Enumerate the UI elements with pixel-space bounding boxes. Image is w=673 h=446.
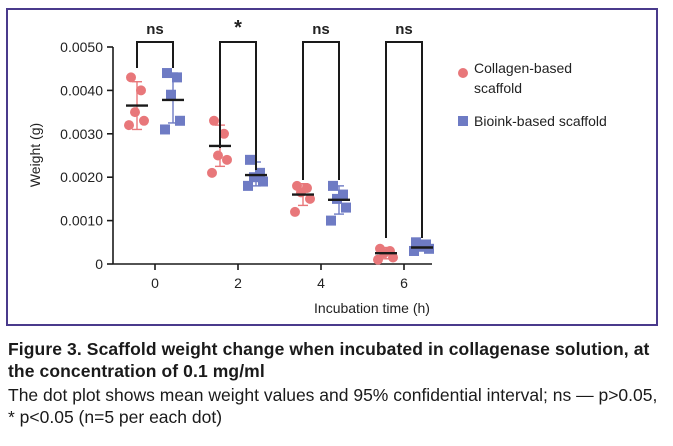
axes: 0 0.0010 0.0020 0.0030 0.0040 0.0050 0 2 4 6 Incub…	[27, 39, 432, 316]
data-point	[296, 187, 306, 198]
data-point	[126, 72, 136, 83]
data-point	[222, 154, 232, 165]
significance-bracket	[302, 41, 340, 180]
legend-label-bioink: Bioink-based scaffold	[474, 113, 607, 129]
legend-label-line: scaffold	[474, 80, 522, 96]
legend-label-line: Collagen-based	[474, 60, 572, 76]
data-point	[341, 202, 351, 213]
y-tick-label: 0.0010	[60, 213, 103, 229]
data-point	[258, 176, 268, 187]
data-point	[249, 172, 259, 183]
legend-label-collagen: Collagen-based scaffold	[474, 60, 572, 96]
data-point	[409, 245, 419, 256]
y-axis-title: Weight (g)	[27, 123, 43, 187]
x-axis-title: Incubation time (h)	[314, 300, 430, 316]
significance-label: ns	[312, 21, 330, 38]
data-point	[338, 189, 348, 200]
data-point	[139, 115, 149, 126]
legend: Collagen-based scaffold Bioink-based scaff…	[458, 60, 607, 129]
data-point	[219, 128, 229, 139]
data-point	[305, 193, 315, 204]
y-tick-label: 0.0030	[60, 126, 103, 142]
significance-label: ns	[146, 21, 164, 38]
data-point	[160, 124, 170, 135]
data-point	[243, 180, 253, 191]
y-tick-label: 0.0050	[60, 39, 103, 55]
data-point	[213, 150, 223, 161]
x-tick-label: 6	[400, 275, 408, 291]
legend-marker-bioink	[458, 116, 468, 126]
data-point	[209, 115, 219, 126]
x-tick-label: 4	[317, 275, 325, 291]
significance-bracket	[385, 41, 423, 238]
significance-label: ns	[395, 21, 413, 38]
x-tick-label: 0	[151, 275, 159, 291]
significance-bracket	[219, 41, 257, 170]
chart-marks: ns * ns ns	[124, 17, 434, 265]
data-point	[388, 252, 398, 263]
figure-caption-title: Figure 3. Scaffold weight change when in…	[8, 339, 650, 381]
legend-marker-collagen	[458, 68, 468, 78]
data-point	[255, 167, 265, 178]
data-point	[373, 254, 383, 265]
data-point	[172, 72, 182, 83]
figure-caption-body: The dot plot shows mean weight values an…	[8, 385, 658, 427]
significance-label: *	[234, 17, 242, 39]
data-point	[326, 215, 336, 226]
data-point	[162, 68, 172, 79]
significance-bracket	[136, 41, 174, 68]
data-point	[175, 115, 185, 126]
x-tick-label: 2	[234, 275, 242, 291]
data-point	[290, 206, 300, 217]
data-point	[124, 120, 134, 131]
y-tick-label: 0.0040	[60, 82, 103, 98]
data-point	[328, 180, 338, 191]
y-tick-label: 0	[95, 256, 103, 272]
y-tick-label: 0.0020	[60, 169, 103, 185]
data-point	[245, 154, 255, 165]
data-point	[166, 89, 176, 100]
data-point	[424, 243, 434, 254]
data-point	[136, 85, 146, 96]
data-point	[130, 107, 140, 118]
data-point	[207, 167, 217, 178]
figure-frame	[6, 8, 658, 326]
